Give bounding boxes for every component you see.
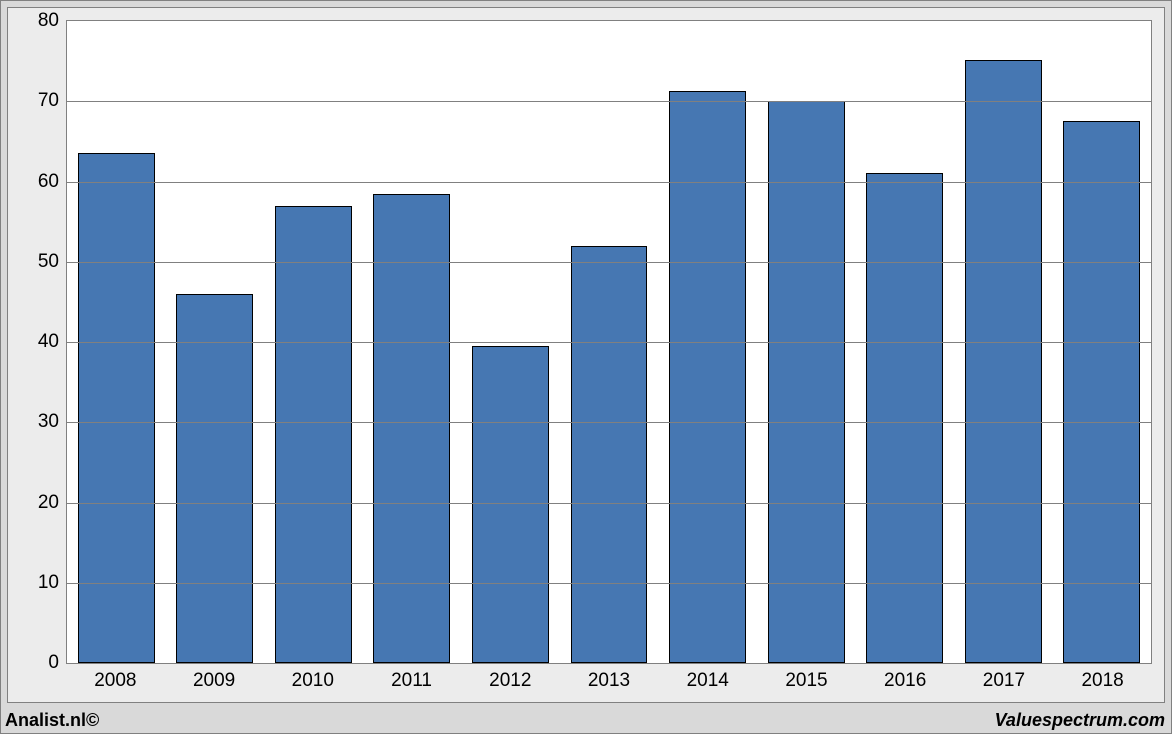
- bar: [768, 101, 845, 663]
- bar: [373, 194, 450, 663]
- bar: [472, 346, 549, 663]
- xtick-label: 2016: [884, 670, 926, 692]
- footer-left: Analist.nl©: [5, 710, 99, 731]
- footer-right: Valuespectrum.com: [995, 710, 1165, 731]
- gridline: [67, 503, 1151, 504]
- xtick-label: 2010: [292, 670, 334, 692]
- plot-area: 01020304050607080: [66, 20, 1152, 664]
- xtick-label: 2009: [193, 670, 235, 692]
- ytick-label: 0: [48, 652, 59, 674]
- xtick-label: 2017: [983, 670, 1025, 692]
- bar: [1063, 121, 1140, 663]
- gridline: [67, 262, 1151, 263]
- xtick-label: 2014: [687, 670, 729, 692]
- ytick-label: 40: [38, 331, 59, 353]
- ytick-label: 70: [38, 90, 59, 112]
- bar: [866, 173, 943, 663]
- gridline: [67, 101, 1151, 102]
- bar: [669, 91, 746, 663]
- ytick-label: 60: [38, 171, 59, 193]
- ytick-label: 30: [38, 411, 59, 433]
- xtick-label: 2013: [588, 670, 630, 692]
- xtick-label: 2012: [489, 670, 531, 692]
- ytick-label: 50: [38, 251, 59, 273]
- bar: [78, 153, 155, 663]
- bar: [571, 246, 648, 663]
- xtick-label: 2008: [94, 670, 136, 692]
- x-axis: 2008 2009 2010 2011 2012 2013 2014 2015 2016 2017…: [66, 664, 1152, 702]
- gridline: [67, 342, 1151, 343]
- gridline: [67, 182, 1151, 183]
- xtick-label: 2011: [391, 670, 432, 692]
- gridline: [67, 422, 1151, 423]
- chart-panel: 01020304050607080 2008200920102011201220…: [7, 7, 1165, 703]
- ytick-label: 10: [38, 572, 59, 594]
- bar: [965, 60, 1042, 663]
- xtick-label: 2015: [785, 670, 827, 692]
- ytick-label: 20: [38, 492, 59, 514]
- chart-frame: 01020304050607080 2008200920102011201220…: [0, 0, 1172, 734]
- gridline: [67, 583, 1151, 584]
- bar: [176, 294, 253, 663]
- bar: [275, 206, 352, 663]
- xtick-label: 2018: [1081, 670, 1123, 692]
- ytick-label: 80: [38, 10, 59, 32]
